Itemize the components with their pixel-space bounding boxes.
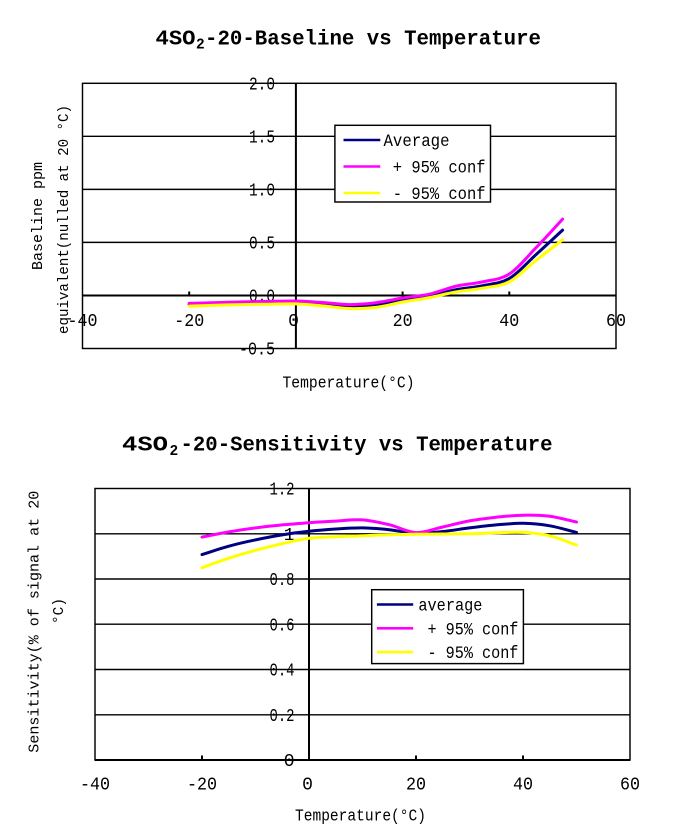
svg-text:-40: -40	[68, 312, 98, 332]
svg-text:Average: Average	[384, 132, 450, 152]
svg-text:+ 95% conf: + 95% conf	[418, 620, 518, 640]
svg-text:2.0: 2.0	[249, 76, 275, 96]
svg-text:2: 2	[170, 444, 179, 460]
svg-text:- 95% conf: - 95% conf	[418, 644, 518, 664]
svg-text:1.0: 1.0	[249, 182, 275, 202]
svg-text:Temperature(°C): Temperature(°C)	[283, 374, 415, 393]
svg-text:20: 20	[406, 775, 426, 795]
svg-text:equivalent(nulled at 20 °C): equivalent(nulled at 20 °C)	[56, 105, 73, 334]
svg-text:4SO: 4SO	[156, 29, 196, 52]
svg-text:0.6: 0.6	[270, 617, 295, 637]
svg-text:0: 0	[288, 312, 299, 332]
svg-text:1: 1	[284, 526, 295, 546]
svg-text:60: 60	[606, 312, 626, 332]
svg-text:Temperature(°C): Temperature(°C)	[295, 807, 426, 826]
svg-text:- 95% conf: - 95% conf	[384, 185, 486, 205]
svg-text:0.5: 0.5	[249, 235, 275, 255]
svg-text:-20: -20	[187, 775, 217, 795]
svg-text:-0.5: -0.5	[239, 341, 275, 361]
svg-text:+ 95% conf: + 95% conf	[384, 159, 486, 179]
svg-text:-20-Sensitivity vs Temperature: -20-Sensitivity vs Temperature	[181, 435, 553, 458]
svg-text:-20: -20	[174, 312, 204, 332]
svg-text:2: 2	[196, 38, 205, 54]
svg-text:average: average	[418, 597, 482, 617]
svg-text:-20-Baseline vs Temperature: -20-Baseline vs Temperature	[205, 29, 541, 52]
svg-text:-40: -40	[80, 775, 110, 795]
svg-text:0.4: 0.4	[270, 662, 295, 682]
svg-text:Sensitivity(% of signal at 20: Sensitivity(% of signal at 20	[27, 491, 44, 753]
svg-text:0: 0	[284, 752, 295, 772]
svg-text:1.5: 1.5	[249, 129, 275, 149]
svg-text:1.2: 1.2	[270, 481, 295, 501]
svg-text:20: 20	[393, 312, 413, 332]
svg-text:0.8: 0.8	[270, 571, 295, 591]
svg-text:40: 40	[513, 775, 533, 795]
svg-text:4SO: 4SO	[122, 435, 168, 458]
svg-text:60: 60	[620, 775, 640, 795]
svg-text:°C): °C)	[51, 598, 68, 624]
svg-text:Baseline ppm: Baseline ppm	[30, 162, 47, 270]
svg-text:0.2: 0.2	[270, 707, 295, 727]
svg-text:40: 40	[499, 312, 519, 332]
svg-text:0: 0	[302, 775, 313, 795]
